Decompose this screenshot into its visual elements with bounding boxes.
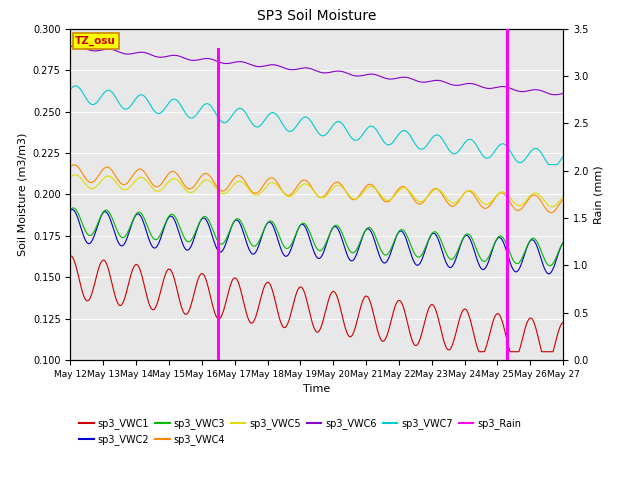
Bar bbox=[506, 29, 509, 360]
Title: SP3 Soil Moisture: SP3 Soil Moisture bbox=[257, 10, 376, 24]
Text: TZ_osu: TZ_osu bbox=[76, 36, 116, 46]
Legend: sp3_VWC1, sp3_VWC2, sp3_VWC3, sp3_VWC4, sp3_VWC5, sp3_VWC6, sp3_VWC7, sp3_Rain: sp3_VWC1, sp3_VWC2, sp3_VWC3, sp3_VWC4, … bbox=[76, 415, 525, 449]
Y-axis label: Rain (mm): Rain (mm) bbox=[594, 165, 604, 224]
Y-axis label: Soil Moisture (m3/m3): Soil Moisture (m3/m3) bbox=[17, 132, 28, 256]
Bar bbox=[217, 48, 220, 360]
X-axis label: Time: Time bbox=[303, 384, 330, 394]
